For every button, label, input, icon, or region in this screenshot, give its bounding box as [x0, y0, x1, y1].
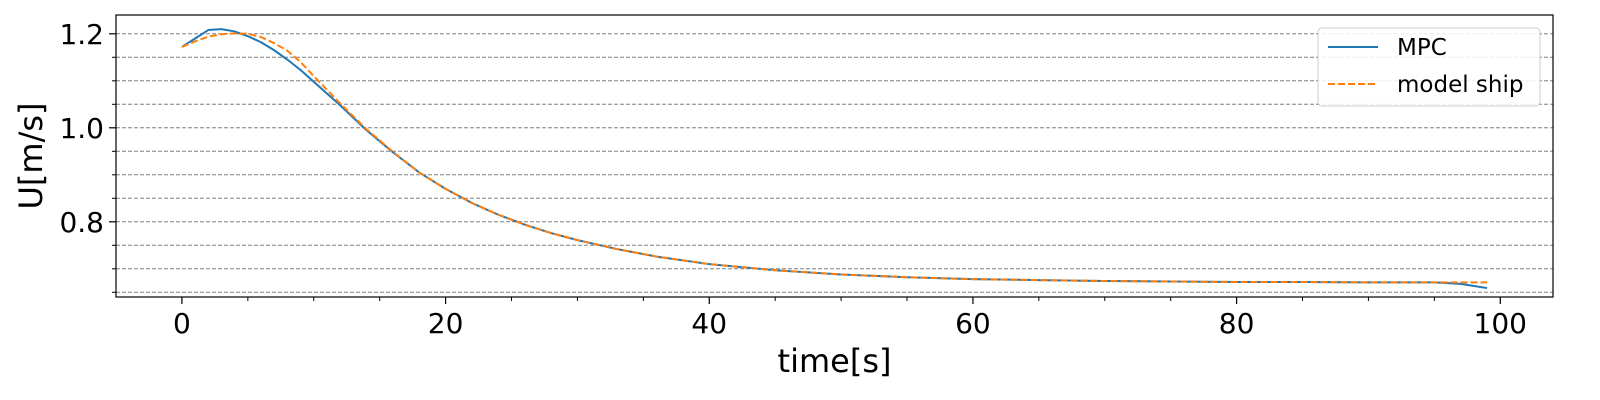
- series-line-model-ship: [181, 32, 1488, 284]
- x-tick-label: 80: [1219, 307, 1255, 340]
- grid-lines: [116, 33, 1553, 293]
- x-tick-label: 20: [428, 307, 464, 340]
- x-tick-label: 100: [1474, 307, 1527, 340]
- legend-label: MPC: [1397, 35, 1447, 61]
- y-axis-title: U[m/s]: [12, 102, 50, 209]
- x-tick-label: 60: [955, 307, 991, 340]
- series-lines: [181, 28, 1488, 290]
- y-tick-label: 1.2: [59, 18, 104, 51]
- axis-ticks: 0 20 40 60 80 100 0.8 1.0 1.2: [59, 18, 1527, 340]
- legend: MPC model ship: [1317, 27, 1541, 107]
- x-tick-label: 40: [691, 307, 727, 340]
- series-line-mpc: [181, 28, 1488, 290]
- plot-frame: [115, 14, 1554, 298]
- y-tick-label: 0.8: [59, 206, 104, 239]
- y-tick-label: 1.0: [59, 112, 104, 145]
- x-axis-title: time[s]: [778, 342, 892, 380]
- x-tick-label: 0: [173, 307, 191, 340]
- legend-label: model ship: [1397, 72, 1523, 98]
